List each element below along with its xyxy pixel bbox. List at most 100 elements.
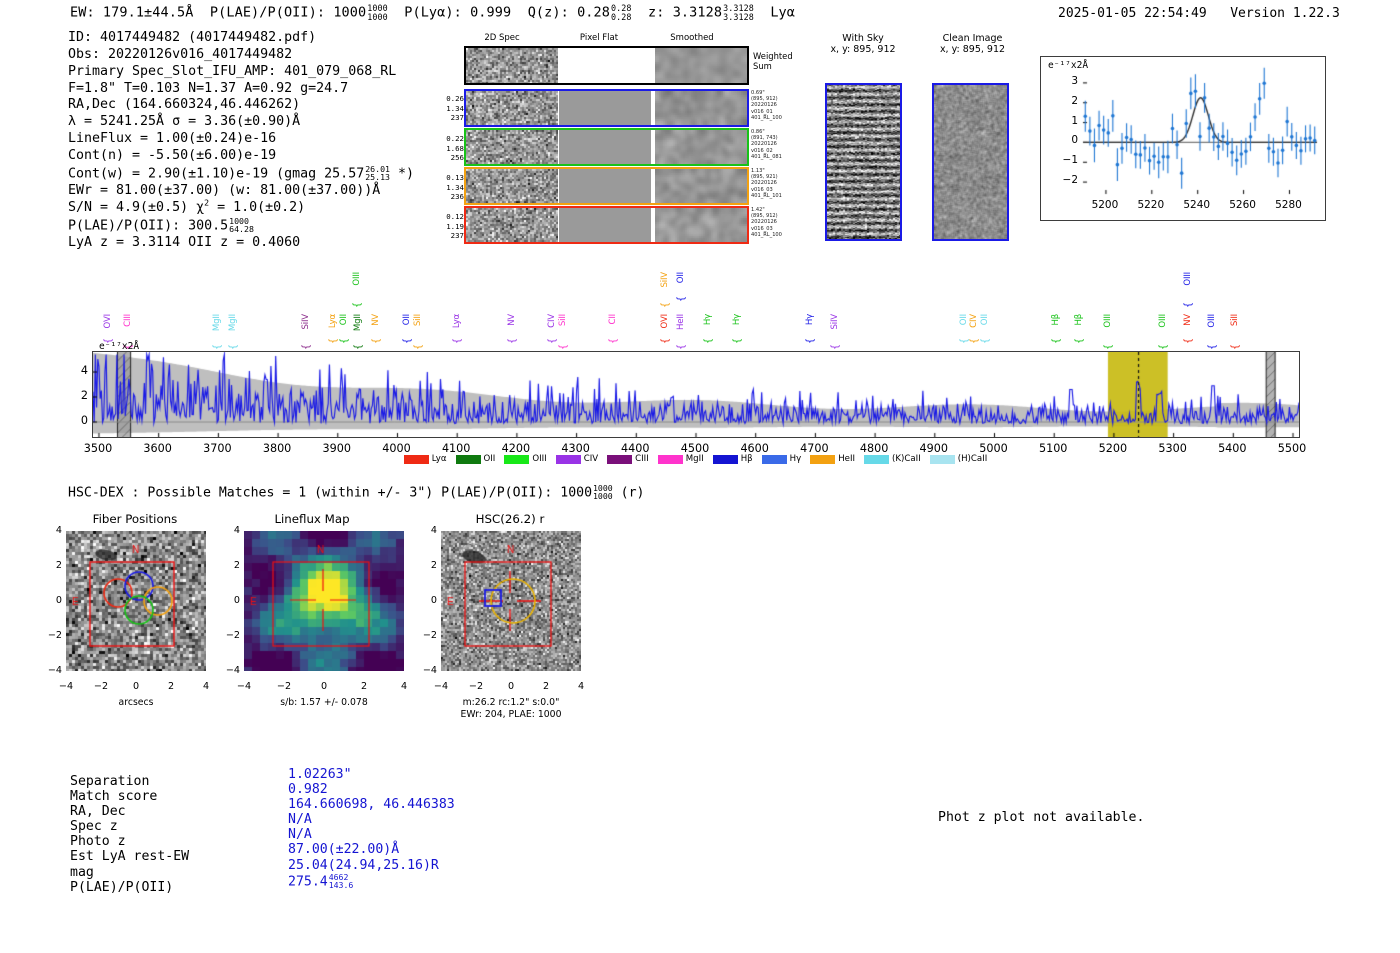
row-2-numbers: 0.13 1.34 236 <box>446 173 464 202</box>
emission-line-label: Hβ <box>1050 314 1061 326</box>
emission-line-bracket: { <box>969 338 981 345</box>
key-photo-z: Photo z <box>70 834 126 850</box>
hsc-footer-1: m:26.2 rc:1.2" s:0.0" <box>462 697 560 708</box>
col-title-smoothed: Smoothed <box>670 33 714 43</box>
cutout-ytick: −2 <box>47 630 62 641</box>
emission-line-bracket: { <box>558 344 570 351</box>
hsc-dex-header: HSC-DEX : Possible Matches = 1 (within +… <box>68 484 644 501</box>
emission-line-bracket: { <box>228 344 240 351</box>
header-timestamp-version: 2025-01-05 22:54:49 Version 1.22.3 <box>1058 6 1340 21</box>
legend-swatch <box>403 454 429 464</box>
cutout-xtick: −2 <box>93 681 109 692</box>
hsc-header-suffix: (r) <box>620 485 645 501</box>
key-est-lya-ew: Est LyA rest-EW <box>70 849 190 865</box>
cutout-ytick: 4 <box>233 525 240 536</box>
emission-line-bracket: { <box>353 344 365 351</box>
spec2d-column-titles: 2D Spec Pixel Flat Smoothed <box>462 33 752 45</box>
cutout-ytick: −2 <box>225 630 240 641</box>
emission-line-bracket: { <box>301 344 313 351</box>
emission-line-bracket: { <box>804 338 816 345</box>
spectrum-ytick: 4 <box>80 364 88 377</box>
info-lineflux: LineFlux = 1.00(±0.24)e-16 <box>68 131 277 147</box>
plae-value: 1000 <box>333 4 367 21</box>
emission-line-bracket: { <box>1158 344 1170 351</box>
emission-line-label: OII <box>980 314 991 326</box>
profile-ytick: −2 <box>1062 174 1078 187</box>
info-cont-n: Cont(n) = -5.50(±6.00)e-19 <box>68 147 277 163</box>
cutout-ytick: 2 <box>55 560 62 571</box>
emission-line-bracket: { <box>958 338 970 345</box>
cutout-xtick: 4 <box>400 681 408 692</box>
legend-swatch <box>761 454 787 464</box>
emission-line-label: Lyα <box>327 314 338 329</box>
emission-line-label: Hγ <box>702 314 713 326</box>
key-match-score: Match score <box>70 789 158 805</box>
legend-swatch <box>555 454 581 464</box>
spectrum-xtick: 5200 <box>1098 442 1128 455</box>
version-label: Version 1.22.3 <box>1230 6 1340 21</box>
spectrum-xtick: 5400 <box>1218 442 1247 455</box>
spectrum-xtick: 3800 <box>262 442 292 455</box>
emission-line-label: SiIV <box>301 314 312 330</box>
hsc-plae-range: 1000 1000 <box>593 483 613 502</box>
emission-line-label: SiII <box>412 314 423 327</box>
lineflux-footer: s/b: 1.57 +/- 0.078 <box>280 697 368 708</box>
z-value: 3.3128 <box>672 4 723 21</box>
spectrum-ytick: 0 <box>80 414 88 427</box>
cutout-ytick: 0 <box>430 595 437 606</box>
spectrum-units-label: e⁻¹⁷x2Å <box>99 341 140 352</box>
emission-line-bracket: { <box>676 296 688 303</box>
profile-xtick: 5280 <box>1275 199 1302 211</box>
emission-line-bracket: { <box>607 338 619 345</box>
panel-title-hsc-r: HSC(26.2) r <box>475 512 545 526</box>
emission-line-label: Hγ <box>731 314 742 326</box>
col-title-2dspec: 2D Spec <box>484 33 520 43</box>
emission-line-label: OII <box>402 314 413 326</box>
z-line-name: Lyα <box>770 4 796 21</box>
key-mag: mag <box>70 864 94 880</box>
profile-xtick: 5260 <box>1229 199 1256 211</box>
emission-line-bracket: { <box>1182 338 1194 345</box>
val-est-lya-ew: 87.00(±22.00)Å <box>288 842 400 858</box>
panel-title-fiber-positions: Fiber Positions <box>92 512 178 526</box>
spectrum-xtick: 4000 <box>382 442 411 455</box>
cutout-xtick: −2 <box>468 681 484 692</box>
spectrum-xtick: 3900 <box>322 442 352 455</box>
spectrum-xtick: 4300 <box>561 442 590 455</box>
key-ra-dec: RA, Dec <box>70 804 126 820</box>
profile-ytick: −1 <box>1062 154 1078 167</box>
row-3-meta: 1.42" (895, 912) 20220126 v016_03 401_RL_1… <box>751 207 782 238</box>
qz-range: 0.28 0.28 <box>610 3 632 22</box>
lineflux-map-image <box>244 531 404 671</box>
emission-line-label: CIV <box>969 314 980 328</box>
cutout-ytick: −2 <box>422 630 437 641</box>
key-spec-z: Spec z <box>70 819 118 835</box>
val-spec-z: N/A <box>288 812 312 828</box>
cutout-xtick: 4 <box>202 681 210 692</box>
spectrum-xtick: 4100 <box>441 442 471 455</box>
source-info-block: ID: 4017449482 (4017449482.pdf) Obs: 202… <box>68 30 414 252</box>
info-seeing: F=1.8" T=0.103 N=1.37 A=0.92 g=24.7 <box>68 80 349 96</box>
emission-line-label: Hβ <box>1073 314 1084 326</box>
spectrum-xtick: 5000 <box>979 442 1008 455</box>
emission-line-label: OIII <box>1182 272 1193 286</box>
cutout-ytick: 0 <box>55 595 62 606</box>
spec2d-summary-strip <box>464 46 749 85</box>
profile-xtick: 5200 <box>1091 199 1119 211</box>
panel-title-lineflux-map: Lineflux Map <box>274 512 350 526</box>
emission-line-label: HeII <box>676 314 687 331</box>
spectrum-legend: Lyα OII OIII CIV CIII MgII Hβ Hγ HeII (K)CaII (H)C… <box>0 452 1400 466</box>
emission-line-label: OIII <box>352 272 363 286</box>
legend-item: Lyα <box>403 454 447 464</box>
profile-xtick: 5220 <box>1137 199 1165 211</box>
spectrum-ytick: 2 <box>80 389 88 402</box>
emission-line-label: NV <box>506 314 517 326</box>
spectrum-xtick: 4800 <box>859 442 889 455</box>
row-1-meta: 0.86" (891, 743) 20220126 v016_02 401_RL_0… <box>751 129 782 160</box>
emission-line-bracket: { <box>352 302 364 309</box>
emission-line-bracket: { <box>676 344 688 351</box>
cutout-clean-image <box>932 83 1009 241</box>
emission-line-bracket: { <box>547 338 559 345</box>
emission-line-label: MgII <box>353 314 364 332</box>
legend-item: HeII <box>810 454 855 464</box>
